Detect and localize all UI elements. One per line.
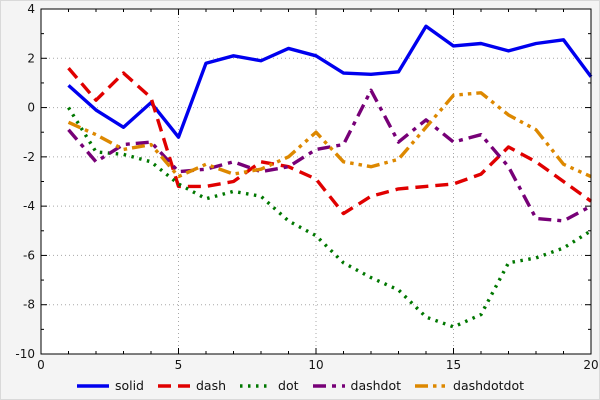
legend-label-dot: dot <box>278 378 299 393</box>
series-dashdot-line <box>67 88 592 223</box>
y-tick-label: -10 <box>15 347 35 361</box>
legend-label-dash: dash <box>196 378 227 393</box>
legend-item-dash: dash <box>157 378 226 393</box>
legend-line-sample-solid <box>76 383 109 388</box>
x-tick-label: 0 <box>37 358 45 372</box>
legend-line-sample-dot <box>240 383 273 388</box>
legend-label-dashdotdot: dashdotdot <box>453 378 525 393</box>
y-tick-label: -8 <box>23 298 35 312</box>
x-tick-label: 15 <box>446 358 461 372</box>
x-tick-label: 20 <box>583 358 598 372</box>
series-dash-line <box>67 67 592 216</box>
legend-item-dashdotdot: dashdotdot <box>414 378 524 393</box>
x-tick-label: 5 <box>175 358 183 372</box>
y-tick-label: 0 <box>27 101 35 115</box>
x-tick-label: 10 <box>308 358 323 372</box>
legend-line-sample-dash <box>158 383 190 388</box>
legend-item-dashdot: dashdot <box>312 378 402 393</box>
legend-line-sample-dashdotdot <box>415 383 448 388</box>
legend-item-solid: solid <box>76 378 144 393</box>
series-dot-line <box>67 106 592 329</box>
plot-border <box>40 8 592 355</box>
legend: solid dash dot dashdot dashdotdot <box>1 372 599 399</box>
legend-item-dot: dot <box>239 378 299 393</box>
legend-label-solid: solid <box>114 378 144 393</box>
legend-label-dashdot: dashdot <box>350 378 402 393</box>
y-tick-label: -2 <box>23 150 35 164</box>
legend-line-sample-dashdot <box>312 383 345 388</box>
y-tick-label: -6 <box>23 248 35 262</box>
y-tick-label: -4 <box>23 199 35 213</box>
y-tick-label: 4 <box>27 2 35 16</box>
y-tick-label: 2 <box>27 51 35 65</box>
